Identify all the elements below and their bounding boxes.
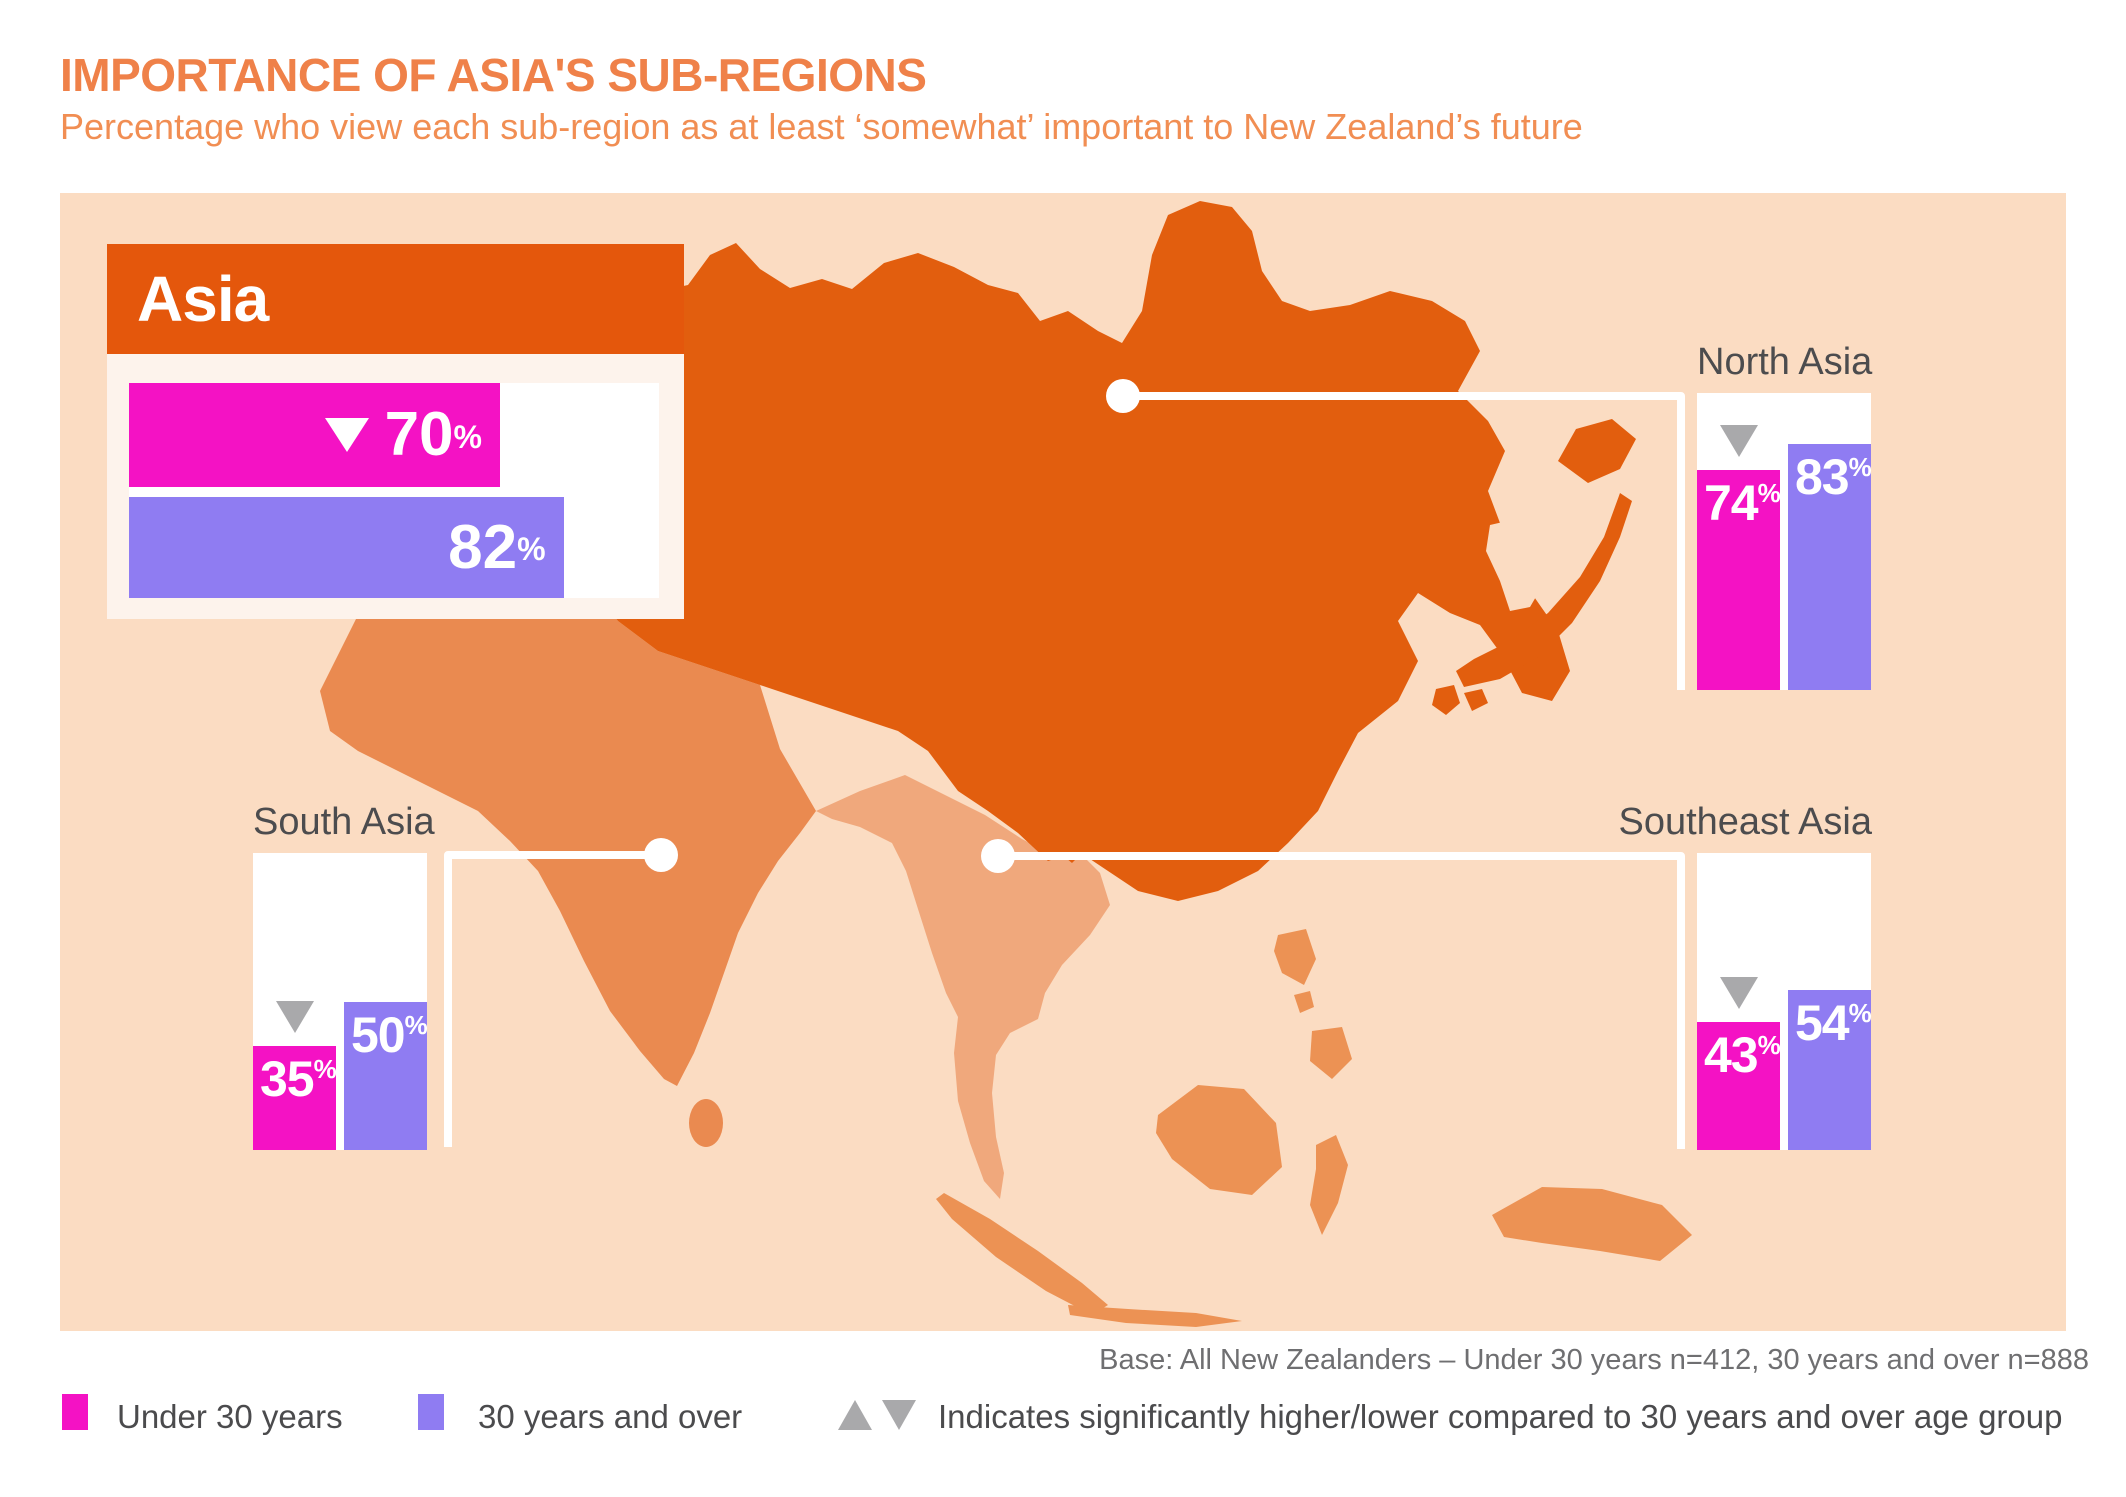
asia-bar-track: 70% 82% — [129, 383, 659, 598]
significance-down-icon — [1720, 977, 1758, 1010]
significance-up-icon — [838, 1400, 872, 1430]
map-japan-hokkaido — [1558, 419, 1636, 483]
north-asia-under30-value: 74 — [1704, 475, 1759, 532]
asia-over30-bar: 82% — [129, 497, 564, 598]
asia-total-card: Asia 70% 82% — [107, 244, 684, 619]
legend-under30-swatch — [62, 1394, 88, 1430]
base-note: Base: All New Zealanders – Under 30 year… — [1099, 1344, 2089, 1376]
percent-sign: % — [313, 1054, 337, 1085]
percent-sign: % — [517, 531, 546, 567]
north-asia-label: North Asia — [1697, 341, 1873, 383]
south-asia-over30-bar: 50% — [344, 1001, 428, 1150]
map-japan-kyushu — [1432, 685, 1460, 715]
south-asia-panel: 35% 50% — [253, 853, 428, 1150]
south-asia-under30-value: 35 — [260, 1051, 315, 1108]
south-asia-label: South Asia — [253, 801, 435, 843]
asia-map-panel: Asia 70% 82% North Asia 74% — [60, 193, 2066, 1331]
map-philippines-visayas — [1294, 991, 1314, 1013]
callout-connectors — [444, 379, 1685, 1149]
percent-sign: % — [1757, 1030, 1781, 1061]
legend-over30-swatch — [418, 1394, 444, 1430]
percent-sign: % — [404, 1009, 428, 1040]
significance-down-icon — [324, 418, 369, 452]
map-japan-honshu — [1456, 493, 1632, 687]
map-philippines-luzon — [1274, 929, 1316, 985]
percent-sign: % — [1848, 997, 1872, 1028]
north-asia-map-dot — [1106, 379, 1140, 413]
north-asia-under30-bar: 74% — [1697, 470, 1781, 690]
southeast-asia-connector-line — [998, 852, 1685, 1149]
significance-down-icon — [276, 1001, 314, 1034]
south-asia-map-dot — [644, 838, 678, 872]
significance-down-icon — [882, 1400, 916, 1430]
southeast-asia-over30-value: 54 — [1795, 994, 1850, 1051]
map-sulawesi — [1310, 1135, 1348, 1235]
southeast-asia-panel: 43% 54% — [1697, 853, 1872, 1150]
page-title: IMPORTANCE OF ASIA'S SUB-REGIONS — [60, 49, 927, 101]
southeast-asia-map-dot — [981, 839, 1015, 873]
southeast-asia-over30-bar: 54% — [1788, 989, 1872, 1150]
asia-card-title: Asia — [137, 263, 269, 335]
north-asia-connector-line — [1123, 392, 1685, 690]
asia-card-body: 70% 82% — [107, 354, 684, 619]
south-asia-under30-bar: 35% — [253, 1046, 337, 1150]
southeast-asia-under30-value: 43 — [1704, 1027, 1759, 1084]
map-region-north-asia — [500, 201, 1570, 901]
asia-under30-bar: 70% — [129, 383, 500, 487]
map-north-korea — [1486, 519, 1544, 611]
map-japan-shikoku — [1464, 689, 1488, 711]
north-asia-panel: 74% 83% — [1697, 393, 1872, 690]
map-region-se-mainland — [816, 775, 1110, 1199]
north-asia-over30-bar: 83% — [1788, 443, 1872, 690]
map-philippines-mindanao — [1310, 1027, 1352, 1079]
map-new-guinea — [1492, 1187, 1692, 1261]
percent-sign: % — [453, 418, 482, 455]
percent-sign: % — [1757, 478, 1781, 509]
significance-down-icon — [1720, 425, 1758, 458]
southeast-asia-under30-bar: 43% — [1697, 1022, 1781, 1150]
north-asia-over30-value: 83 — [1795, 448, 1850, 505]
asia-card-header: Asia — [107, 244, 684, 354]
south-asia-connector-line — [444, 851, 661, 1147]
map-taiwan — [1240, 753, 1262, 803]
map-java — [1068, 1305, 1242, 1327]
page-subtitle: Percentage who view each sub-region as a… — [60, 106, 1583, 147]
legend-over30-label: 30 years and over — [478, 1398, 743, 1435]
significance-note: Indicates significantly higher/lower com… — [938, 1398, 2063, 1435]
southeast-asia-label: Southeast Asia — [1618, 801, 1872, 843]
asia-over30-value: 82 — [448, 512, 518, 582]
map-sri-lanka — [689, 1099, 723, 1147]
map-borneo — [1156, 1085, 1282, 1195]
asia-under30-value: 70 — [384, 400, 454, 469]
percent-sign: % — [1848, 451, 1872, 482]
map-sumatra — [936, 1193, 1108, 1315]
legend-under30-label: Under 30 years — [117, 1398, 343, 1435]
south-asia-over30-value: 50 — [351, 1006, 406, 1063]
